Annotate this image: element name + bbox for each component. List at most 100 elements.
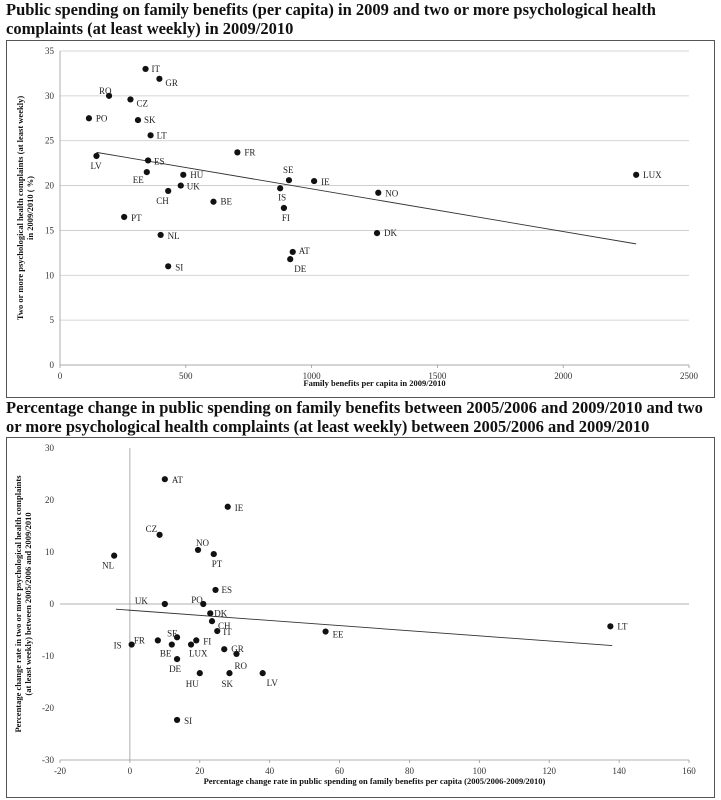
chart-2-point-label-de: DE bbox=[169, 664, 181, 674]
chart-1-point-label-es: ES bbox=[154, 156, 165, 166]
chart-1-point-po bbox=[85, 115, 93, 122]
chart-2-y-axis-title: Percentage change rate in two or more ps… bbox=[13, 475, 33, 733]
chart-1-x-tick-label: 2000 bbox=[554, 371, 573, 381]
chart-2-point-label-sk: SK bbox=[221, 679, 233, 689]
chart-2-point-label-nl: NL bbox=[102, 561, 114, 571]
chart-2-point-dk bbox=[207, 610, 214, 617]
chart-1-point-label-is: IS bbox=[278, 192, 286, 202]
chart-1-point-nl bbox=[157, 231, 164, 239]
chart-2-point-label-ee: EE bbox=[333, 630, 344, 640]
chart-1-y-tick-label: 30 bbox=[45, 91, 55, 101]
chart-1-point-gr bbox=[156, 75, 163, 82]
chart-2-point-label-hu: HU bbox=[186, 679, 199, 689]
chart-2-point-ro bbox=[233, 650, 240, 658]
chart-1-point-label-pt: PT bbox=[131, 213, 142, 223]
chart-2-point-sk bbox=[226, 670, 233, 677]
chart-1-point-label-ee: EE bbox=[133, 175, 144, 185]
chart-1-point-uk bbox=[177, 182, 184, 189]
chart-2-point-lt bbox=[607, 623, 614, 630]
chart-2-point-no bbox=[194, 546, 202, 554]
chart-1-y-tick-label: 25 bbox=[45, 136, 55, 146]
chart-1-point-fr bbox=[234, 149, 241, 156]
chart-1-point-label-lt: LT bbox=[157, 130, 168, 140]
chart-2-x-tick-label: 20 bbox=[195, 766, 205, 776]
chart-2-point-label-dk: DK bbox=[214, 608, 227, 618]
chart-1-y-tick-label: 20 bbox=[45, 181, 55, 191]
chart-1-point-label-fr: FR bbox=[244, 147, 255, 157]
chart-2-point-lv bbox=[259, 670, 266, 677]
chart-2-point-fr bbox=[154, 637, 161, 644]
chart-1-point-label-lv: LV bbox=[90, 161, 102, 171]
chart-2-x-tick-label: 40 bbox=[265, 766, 275, 776]
chart-1-frame: 0 5 10 15 20 25 30 35 0 500 1000 1500 2000 2500 IT GR RO… bbox=[6, 40, 715, 398]
chart-2-x-tick-label: 120 bbox=[542, 766, 556, 776]
chart-1-point-lv bbox=[93, 152, 100, 160]
chart-1-y-tick-label: 35 bbox=[45, 46, 55, 56]
chart-1-point-label-at: AT bbox=[299, 246, 311, 256]
chart-1-svg: 0 5 10 15 20 25 30 35 0 500 1000 1500 2000 2500 IT GR RO… bbox=[15, 46, 699, 388]
chart-2-point-se bbox=[173, 634, 181, 641]
chart-1-point-label-fi: FI bbox=[282, 213, 290, 223]
chart-1-point-label-se: SE bbox=[283, 165, 294, 175]
chart-1-point-ie bbox=[311, 177, 318, 185]
chart-2-point-label-at: AT bbox=[172, 475, 184, 485]
chart-2-point-be bbox=[168, 641, 175, 648]
chart-1-point-ee bbox=[143, 169, 150, 176]
chart-2-point-cz bbox=[156, 531, 163, 538]
chart-1-trendline bbox=[96, 151, 637, 245]
chart-1-point-it bbox=[142, 65, 149, 73]
chart-1-point-label-si: SI bbox=[175, 262, 183, 272]
chart-1-point-label-ch: CH bbox=[156, 196, 169, 206]
chart-2-point-it bbox=[214, 627, 221, 635]
chart-1-point-label-uk: UK bbox=[187, 182, 200, 192]
chart-1-point-sk bbox=[134, 116, 142, 124]
chart-2-point-nl bbox=[111, 552, 118, 559]
chart-2-point-de bbox=[173, 656, 181, 663]
chart-1-point-label-dk: DK bbox=[384, 228, 397, 238]
chart-1-point-label-ie: IE bbox=[321, 177, 330, 187]
chart-1-point-label-nl: NL bbox=[168, 231, 180, 241]
chart-2-point-label-pt: PT bbox=[212, 559, 223, 569]
chart-1-point-label-ro: RO bbox=[99, 86, 112, 96]
chart-1-x-tick-label: 2500 bbox=[680, 371, 699, 381]
chart-2-point-label-lux: LUX bbox=[189, 649, 208, 659]
chart-2-x-tick-label: 100 bbox=[473, 766, 487, 776]
chart-2-point-ie bbox=[224, 503, 231, 510]
chart-1-point-at bbox=[289, 248, 296, 256]
chart-1-point-fi bbox=[280, 204, 288, 212]
chart-2-point-label-no: NO bbox=[196, 538, 209, 548]
chart-2-y-tick-label: 30 bbox=[45, 443, 55, 453]
chart-2-point-label-ie: IE bbox=[235, 503, 244, 513]
chart-2-point-is bbox=[128, 641, 135, 648]
chart-2-point-label-si: SI bbox=[184, 716, 192, 726]
chart-2-x-tick-label: 140 bbox=[612, 766, 626, 776]
chart-2-point-label-fi: FI bbox=[203, 636, 211, 646]
chart-1-point-label-gr: GR bbox=[165, 78, 178, 88]
chart-2-point-po bbox=[200, 600, 207, 608]
chart-2-point-label-lv: LV bbox=[267, 678, 279, 688]
chart-2-y-tick-label: 0 bbox=[50, 599, 55, 609]
chart-2-x-tick-label: 80 bbox=[405, 766, 415, 776]
chart-1-point-label-lux: LUX bbox=[643, 170, 662, 180]
chart-1-point-label-cz: CZ bbox=[136, 98, 148, 108]
chart-2-x-tick-label: 0 bbox=[128, 766, 133, 776]
chart-1-point-dk bbox=[373, 230, 381, 237]
chart-2-point-label-is: IS bbox=[114, 641, 122, 651]
chart-1-x-tick-label: 0 bbox=[58, 371, 63, 381]
chart-1-x-tick-label: 500 bbox=[179, 371, 193, 381]
chart-1-point-label-it: IT bbox=[152, 64, 161, 74]
chart-2-point-ee bbox=[322, 628, 329, 635]
chart-2-y-tick-label: -20 bbox=[42, 703, 54, 713]
chart-2-y-tick-label: -10 bbox=[42, 651, 54, 661]
chart-1-point-cz bbox=[127, 96, 134, 103]
chart-1-point-de bbox=[287, 256, 294, 263]
chart-1-y-axis-title: Two or more psychological health complai… bbox=[15, 96, 35, 320]
chart-1-point-es bbox=[144, 157, 152, 164]
chart-2-point-lux bbox=[187, 641, 195, 648]
chart-2-point-es bbox=[212, 586, 219, 594]
chart-1-y-tick-label: 10 bbox=[45, 270, 55, 280]
chart-2-point-label-lt: LT bbox=[617, 621, 628, 631]
chart-2-y-tick-label: -30 bbox=[42, 755, 54, 765]
chart-2-x-axis-title: Percentage change rate in public spendin… bbox=[204, 776, 546, 786]
